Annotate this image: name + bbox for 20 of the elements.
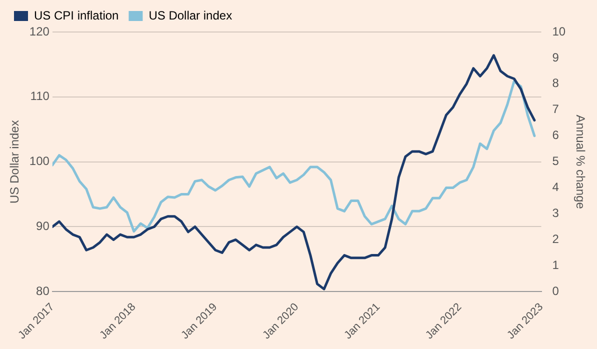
y2-tick-label: 2 [552,232,560,246]
y2-tick-label: 6 [552,128,560,142]
y2-tick-label: 0 [552,284,560,298]
y-tick-label: 90 [36,219,50,234]
y2-tick-label: 8 [552,76,560,90]
y-axis-title: US Dollar index [8,120,22,204]
y-tick-label: 120 [29,24,50,38]
y2-axis-title: Annual % change [573,114,588,210]
y-tick-label: 100 [29,154,50,168]
y2-tick-label: 7 [552,102,560,116]
y2-tick-label: 4 [552,180,560,194]
y2-tick-label: 3 [552,206,560,220]
legend-label: US CPI inflation [34,8,119,22]
y-tick-label: 110 [30,89,50,104]
y-tick-label: 80 [36,284,50,298]
legend-label: US Dollar index [148,8,232,22]
y2-tick-label: 10 [552,24,566,38]
y2-tick-label: 1 [552,258,560,272]
y2-tick-label: 9 [552,50,560,64]
y2-tick-label: 5 [552,154,560,168]
